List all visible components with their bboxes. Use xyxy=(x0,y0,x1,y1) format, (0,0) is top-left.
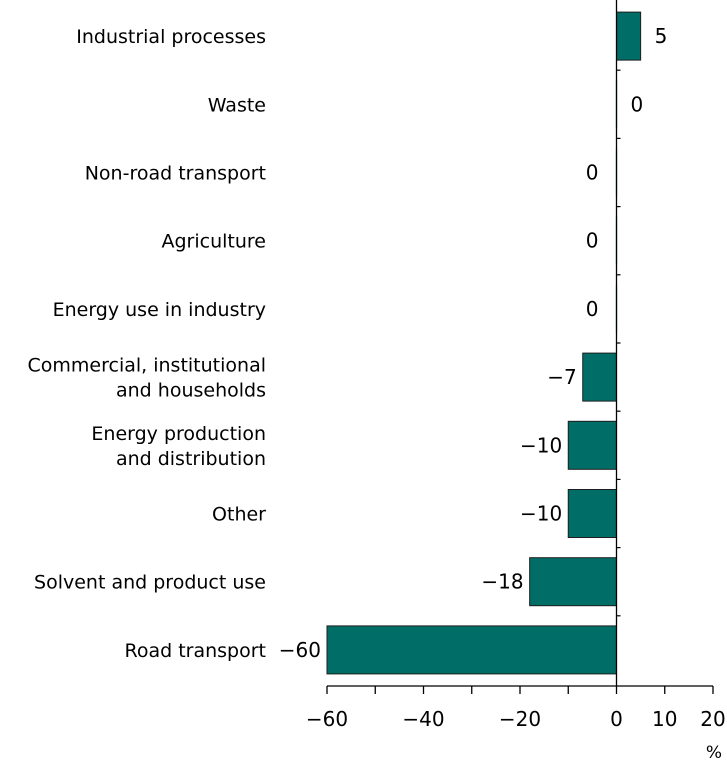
value-label-other: −10 xyxy=(520,502,562,526)
category-label-industrial-processes: Industrial processes xyxy=(76,26,266,48)
x-tick-label: −60 xyxy=(306,707,348,731)
x-tick-label: 10 xyxy=(652,707,677,731)
category-label-commercial-institutional-and-households: Commercial, institutional and households xyxy=(28,355,266,402)
category-label-agriculture: Agriculture xyxy=(162,231,267,253)
axes xyxy=(326,0,714,694)
value-label-agriculture: 0 xyxy=(586,229,599,253)
x-axis-unit-label: % xyxy=(706,743,722,763)
x-tick-label: −40 xyxy=(402,707,444,731)
category-label-road-transport: Road transport xyxy=(124,640,266,662)
bar-energy-production-and-distribution xyxy=(567,420,617,470)
value-label-industrial-processes: 5 xyxy=(655,24,668,48)
x-tick-label: 0 xyxy=(610,707,623,731)
x-tick-label: −20 xyxy=(499,707,541,731)
category-label-energy-production-and-distribution: Energy production and distribution xyxy=(91,423,266,470)
x-tick-label: 20 xyxy=(700,707,725,731)
value-label-energy-use-in-industry: 0 xyxy=(586,297,599,321)
bar-solvent-and-product-use xyxy=(529,557,618,607)
value-label-non-road-transport: 0 xyxy=(586,161,599,185)
category-label-other: Other xyxy=(212,504,266,526)
value-label-solvent-and-product-use: −18 xyxy=(481,570,523,594)
value-label-commercial-institutional-and-households: −7 xyxy=(547,365,576,389)
value-label-energy-production-and-distribution: −10 xyxy=(520,433,562,457)
labels: Industrial processes 5 Waste 0 Non-road tran… xyxy=(28,24,726,731)
category-label-energy-use-in-industry: Energy use in industry xyxy=(53,299,266,321)
category-label-non-road-transport: Non-road transport xyxy=(85,163,266,185)
bar-road-transport xyxy=(326,625,617,675)
bar-commercial-institutional-and-households xyxy=(582,352,617,402)
value-label-road-transport: −60 xyxy=(279,638,321,662)
category-label-solvent-and-product-use: Solvent and product use xyxy=(34,572,266,594)
bar-other xyxy=(567,489,617,538)
value-label-waste: 0 xyxy=(631,92,644,116)
category-label-waste: Waste xyxy=(208,94,266,116)
bar-industrial-processes xyxy=(616,11,642,61)
